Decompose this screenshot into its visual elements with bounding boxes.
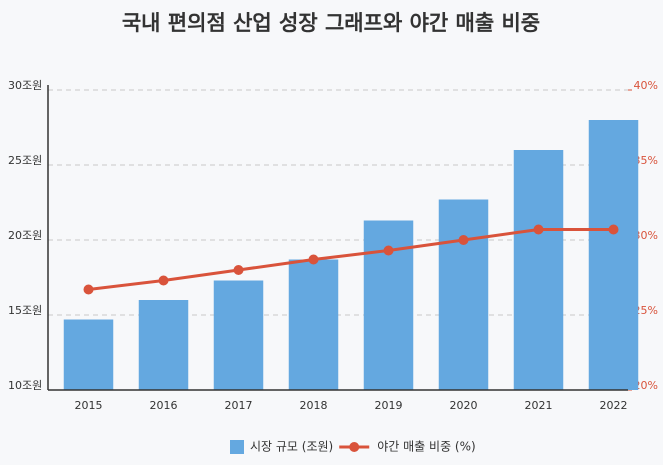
line-marker	[383, 245, 394, 256]
bar	[588, 120, 639, 390]
line-marker	[158, 275, 169, 286]
x-tick-label: 2017	[225, 399, 253, 412]
line-marker	[83, 284, 94, 295]
x-tick-label: 2015	[75, 399, 103, 412]
line	[88, 228, 614, 291]
bar	[288, 259, 339, 390]
y-tick-label: 15조원	[8, 304, 42, 317]
line-marker	[608, 224, 619, 235]
legend-swatch	[230, 440, 244, 454]
legend-label: 시장 규모 (조원)	[250, 440, 333, 454]
line-marker	[233, 265, 244, 275]
x-tick-label: 2021	[525, 399, 553, 412]
x-tick-label: 2018	[300, 399, 328, 412]
y2-tick-label: 30%	[634, 229, 658, 242]
chart-title: 국내 편의점 산업 성장 그래프와 야간 매출 비중	[122, 11, 540, 35]
x-tick-label: 2016	[150, 399, 178, 412]
x-tick-label: 2020	[450, 399, 478, 412]
y-tick-label: 30조원	[8, 79, 42, 92]
y2-tick-label: 35%	[634, 154, 658, 167]
x-tick-label: 2019	[375, 399, 403, 412]
line-marker	[458, 235, 469, 245]
y2-tick-label: 40%	[634, 79, 658, 92]
y2-tick-label: 25%	[634, 304, 658, 317]
y-tick-label: 20조원	[8, 229, 42, 242]
line-marker	[308, 254, 319, 265]
x-tick-label: 2022	[600, 399, 628, 412]
y-tick-label: 25조원	[8, 154, 42, 167]
bar	[513, 150, 564, 390]
bar	[63, 319, 114, 390]
y2-tick-label: 20%	[634, 379, 658, 392]
bar	[213, 280, 264, 390]
line-marker	[533, 224, 544, 235]
legend-swatch-marker	[349, 442, 360, 452]
y-tick-label: 10조원	[8, 379, 42, 392]
legend-label: 야간 매출 비중 (%)	[377, 440, 475, 454]
bar	[138, 300, 189, 390]
bar	[438, 199, 489, 390]
